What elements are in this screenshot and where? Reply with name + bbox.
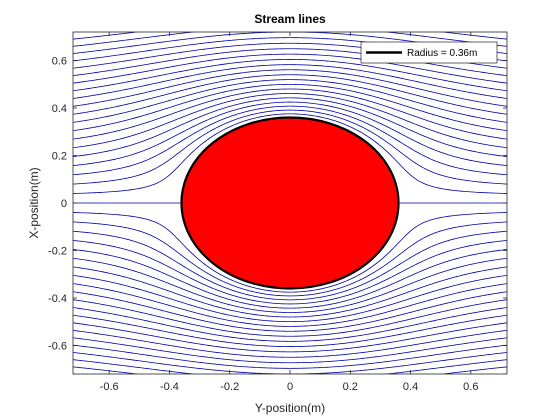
streamline — [73, 53, 507, 84]
legend-box — [360, 41, 498, 64]
y-tick-label: -0.6 — [48, 341, 67, 353]
streamline — [73, 79, 507, 123]
streamline — [73, 221, 507, 297]
streamline — [73, 266, 507, 318]
streamline — [73, 48, 507, 77]
streamline — [73, 314, 507, 347]
x-tick-label: 0.2 — [343, 381, 358, 393]
streamline — [73, 230, 507, 301]
streamline — [73, 74, 507, 115]
x-tick-label: 0.4 — [403, 381, 418, 393]
legend-label: Radius = 0.36m — [407, 48, 477, 59]
y-tick-label: -0.2 — [48, 246, 67, 258]
streamline — [73, 344, 507, 369]
streamline — [73, 105, 507, 176]
x-tick-label: 0.6 — [463, 381, 478, 393]
streamline — [73, 69, 507, 107]
x-tick-label: 0 — [287, 381, 293, 393]
cylinder-body — [180, 116, 400, 290]
streamline — [73, 109, 507, 185]
y-tick-label: 0.6 — [52, 56, 67, 68]
streamline — [73, 59, 507, 92]
streamline — [73, 322, 507, 353]
streamline — [73, 257, 507, 313]
chart-title: Stream lines — [254, 12, 326, 26]
streamline — [73, 113, 507, 194]
streamline — [73, 249, 507, 309]
y-tick-label: 0.2 — [52, 151, 67, 163]
streamline — [73, 307, 507, 342]
x-tick-label: -0.6 — [100, 381, 119, 393]
x-ticks: -0.6 -0.4 -0.2 0 0.2 0.4 0.6 — [100, 32, 478, 393]
streamline — [73, 64, 507, 99]
streamline — [73, 283, 507, 327]
x-tick-label: -0.2 — [220, 381, 239, 393]
streamline — [73, 88, 507, 140]
streamline — [73, 291, 507, 332]
y-tick-label: -0.4 — [48, 293, 67, 305]
x-axis-label: Y-position(m) — [255, 401, 325, 415]
streamline — [73, 83, 507, 132]
streamline — [73, 337, 507, 364]
streamline — [73, 240, 507, 305]
y-ticks: -0.6 -0.4 -0.2 0 0.2 0.4 0.6 — [48, 56, 507, 353]
y-axis-label: X-position(m) — [27, 167, 41, 238]
streamline — [73, 93, 507, 149]
legend: Radius = 0.36m — [360, 41, 498, 64]
streamline — [73, 299, 507, 337]
streamline — [73, 352, 507, 374]
y-tick-label: 0.4 — [52, 103, 67, 115]
streamline — [73, 329, 507, 358]
y-tick-label: 0 — [61, 198, 67, 210]
streamline — [73, 212, 507, 293]
streamline — [73, 32, 507, 47]
streamline — [73, 359, 507, 374]
streamline — [73, 101, 507, 166]
streamline — [73, 97, 507, 157]
x-tick-label: -0.4 — [160, 381, 179, 393]
streamline — [73, 274, 507, 323]
streamlines — [73, 32, 507, 374]
